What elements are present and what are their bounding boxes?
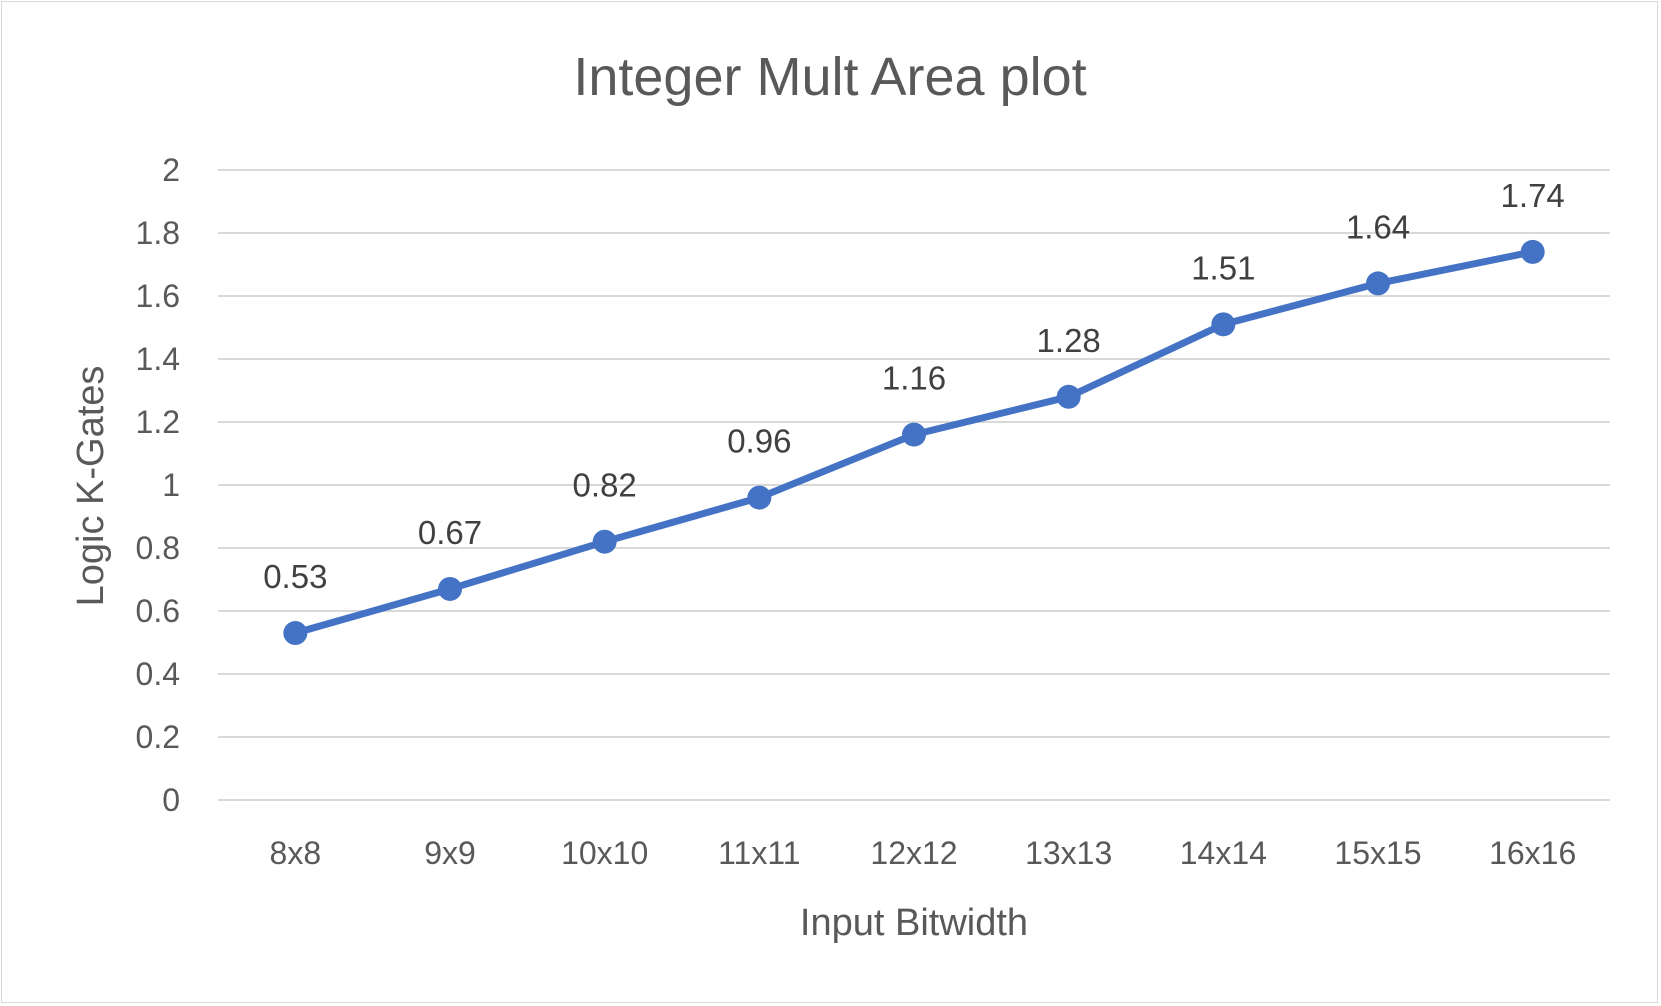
x-tick-label: 8x8 [270, 835, 322, 871]
data-point [1056, 384, 1081, 409]
data-point [592, 529, 617, 554]
y-tick-label: 1 [162, 467, 180, 503]
data-label: 1.64 [1346, 208, 1410, 245]
x-tick-label: 11x11 [718, 835, 800, 871]
x-tick-label: 10x10 [561, 835, 648, 871]
data-label: 0.82 [573, 467, 637, 504]
y-tick-label: 2 [162, 152, 180, 188]
y-tick-label: 0.6 [136, 593, 180, 629]
x-axis-title: Input Bitwidth [800, 902, 1028, 944]
y-tick-label: 0.8 [136, 530, 180, 566]
x-tick-label: 9x9 [424, 835, 476, 871]
data-label: 1.28 [1037, 322, 1101, 359]
x-tick-label: 13x13 [1025, 835, 1112, 871]
y-tick-label: 0 [162, 782, 180, 818]
data-point [283, 621, 308, 646]
x-tick-label: 15x15 [1334, 835, 1421, 871]
data-label: 0.67 [418, 514, 482, 551]
y-tick-label: 1.4 [136, 341, 180, 377]
data-point [1366, 271, 1390, 296]
data-label: 1.74 [1501, 177, 1565, 214]
x-tick-label: 16x16 [1489, 835, 1576, 871]
gridlines [218, 169, 1610, 801]
data-label: 0.53 [263, 558, 327, 595]
data-point [902, 422, 926, 447]
x-tick-label: 12x12 [870, 835, 957, 871]
chart-title: Integer Mult Area plot [573, 47, 1086, 107]
data-point [1211, 312, 1236, 337]
data-point [747, 485, 772, 510]
data-point [1520, 239, 1545, 264]
y-axis-ticks: 0 0.2 0.4 0.6 0.8 1 1.2 1.4 1.6 1.8 2 [136, 152, 180, 818]
data-label: 1.51 [1191, 249, 1255, 286]
x-axis-ticks: 8x8 9x9 10x10 11x11 12x12 13x13 14x14 15x15 16x1… [270, 835, 1577, 871]
y-tick-label: 0.4 [136, 656, 180, 692]
series-group [283, 239, 1545, 646]
y-axis-title: Logic K-Gates [70, 366, 112, 607]
data-label: 0.96 [727, 423, 791, 460]
x-tick-label: 14x14 [1180, 835, 1267, 871]
y-tick-label: 1.6 [136, 278, 180, 314]
data-label: 1.16 [882, 360, 946, 397]
y-tick-label: 1.8 [136, 215, 180, 251]
data-labels: 0.53 0.67 0.82 0.96 1.16 1.28 1.51 1.64 1.74 [263, 177, 1565, 595]
data-point [438, 576, 462, 601]
y-tick-label: 0.2 [136, 719, 180, 755]
y-tick-label: 1.2 [136, 404, 180, 440]
